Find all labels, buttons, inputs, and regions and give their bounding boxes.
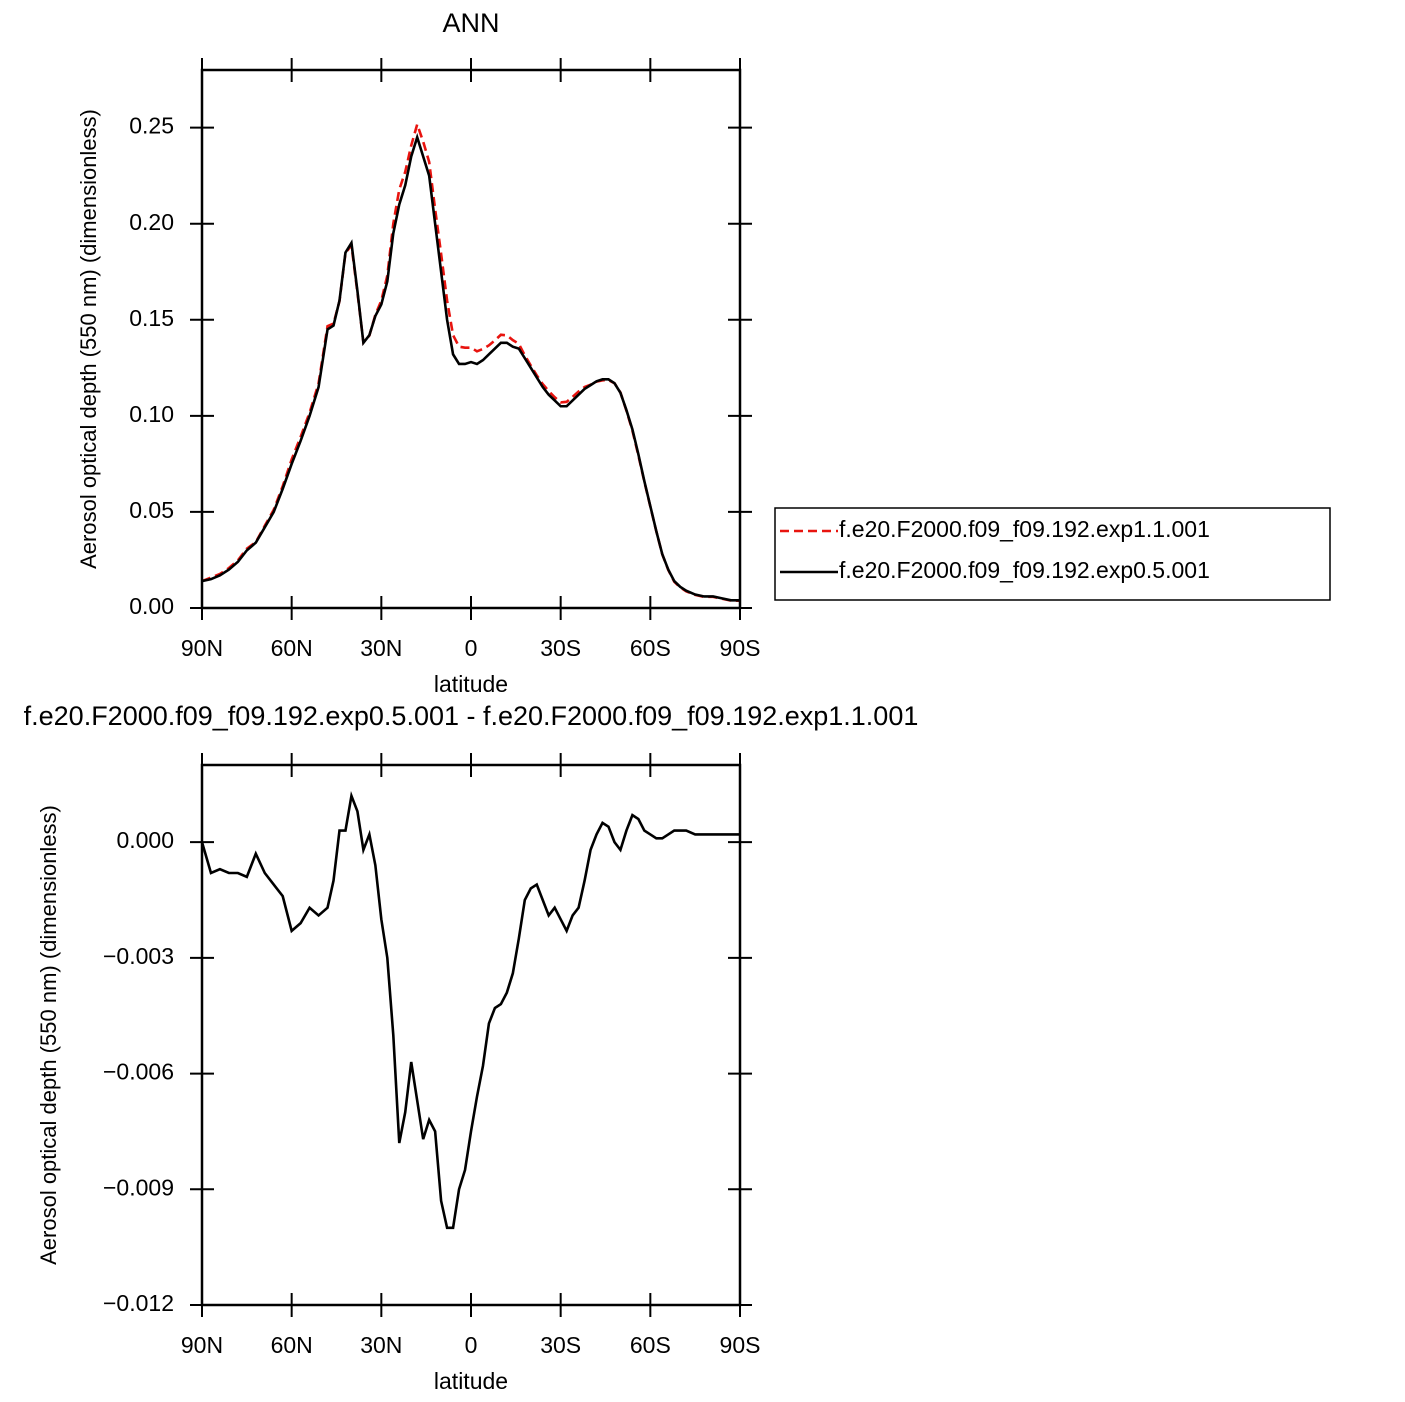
chart-title: ANN <box>442 8 499 38</box>
x-tick-label: 90N <box>181 1332 223 1358</box>
legend-box <box>774 507 1331 601</box>
x-tick-label: 0 <box>465 1332 478 1358</box>
y-tick-label: −0.012 <box>103 1290 174 1316</box>
x-tick-label: 60S <box>630 1332 671 1358</box>
y-axis-label: Aerosol optical depth (550 nm) (dimensio… <box>76 109 101 569</box>
x-tick-label: 60N <box>271 635 313 661</box>
x-tick-label: 30S <box>540 1332 581 1358</box>
y-axis-label: Aerosol optical depth (550 nm) (dimensio… <box>36 805 61 1265</box>
y-tick-label: 0.000 <box>116 827 174 853</box>
y-tick-label: −0.003 <box>103 943 174 969</box>
data-line <box>202 132 740 602</box>
y-tick-label: −0.009 <box>103 1174 174 1200</box>
legend-label: f.e20.F2000.f09_f09.192.exp0.5.001 <box>839 557 1210 583</box>
x-tick-label: 30N <box>360 635 402 661</box>
plot-frame <box>200 763 742 1307</box>
y-tick-label: −0.006 <box>103 1059 174 1085</box>
x-axis-label: latitude <box>434 671 508 697</box>
chart-title: f.e20.F2000.f09_f09.192.exp0.5.001 - f.e… <box>24 701 919 731</box>
x-tick-label: 0 <box>465 635 478 661</box>
x-tick-label: 90N <box>181 635 223 661</box>
y-tick-label: 0.25 <box>129 113 174 139</box>
legend-label: f.e20.F2000.f09_f09.192.exp1.1.001 <box>839 516 1210 542</box>
x-tick-label: 90S <box>720 1332 761 1358</box>
x-tick-label: 30S <box>540 635 581 661</box>
x-tick-label: 90S <box>720 635 761 661</box>
x-tick-label: 60N <box>271 1332 313 1358</box>
x-tick-label: 30N <box>360 1332 402 1358</box>
x-tick-label: 60S <box>630 635 671 661</box>
y-tick-label: 0.15 <box>129 305 174 331</box>
y-tick-label: 0.20 <box>129 209 174 235</box>
y-tick-label: 0.10 <box>129 401 174 427</box>
y-tick-label: 0.05 <box>129 497 174 523</box>
y-tick-label: 0.00 <box>129 593 174 619</box>
x-axis-label: latitude <box>434 1368 508 1394</box>
plot-frame <box>200 68 742 610</box>
data-line <box>202 791 740 1230</box>
